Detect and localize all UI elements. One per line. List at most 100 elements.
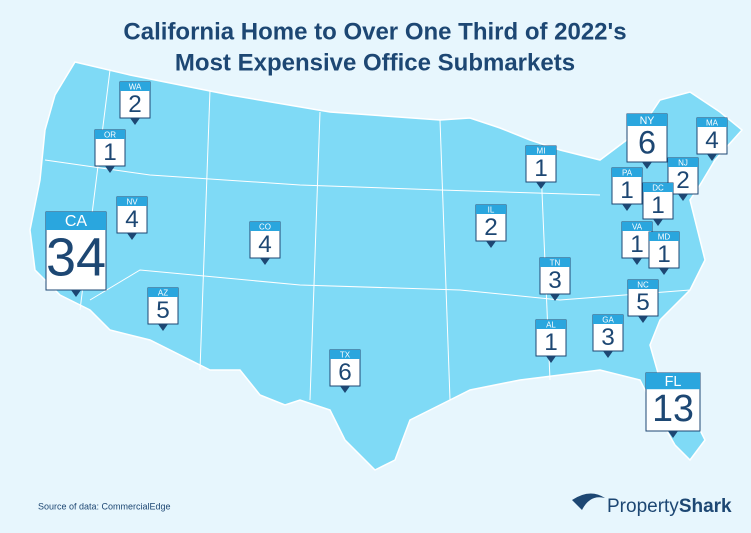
count-label: 2 [128,91,142,118]
count-label: 4 [705,127,719,154]
marker-pointer [653,219,663,226]
marker: GA3 [592,314,624,358]
brand-second: Shark [679,496,732,517]
marker-pointer [642,162,652,169]
state-label: CO [259,223,271,232]
us-map [29,61,744,471]
marker-strip [536,320,566,329]
count-label: 34 [46,227,106,287]
marker-pointer [158,324,168,331]
marker-strip [250,222,280,231]
marker-strip [476,205,506,214]
count-label: 4 [125,206,139,233]
state-label: MI [537,147,546,156]
count-label: 1 [651,192,665,219]
count-label: 2 [676,167,690,194]
marker: VA1 [621,221,653,265]
brand-logo: PropertyShark [572,493,732,517]
count-label: 1 [620,177,634,204]
state-label: FL [665,374,682,390]
count-label: 13 [652,387,694,429]
marker-pointer [603,351,613,358]
count-label: 6 [638,125,656,161]
marker: MI1 [525,145,557,189]
state-label: PA [622,169,633,178]
state-label: TX [340,351,351,360]
state-label: AZ [158,289,168,298]
marker-strip [593,315,623,324]
marker: CO4 [249,221,281,265]
marker-pointer [105,166,115,173]
marker-pointer [546,356,556,363]
title: Most Expensive Office Submarkets [175,49,575,76]
count-label: 2 [484,214,498,241]
state-label: NJ [678,159,688,168]
marker: IL2 [475,204,507,248]
marker-strip [117,197,147,206]
marker-pointer [632,258,642,265]
count-label: 4 [258,231,272,258]
marker-strip [628,280,658,289]
marker-pointer [536,182,546,189]
count-label: 6 [338,359,352,386]
marker-strip [46,212,106,230]
marker-pointer [678,194,688,201]
state-label: OR [104,131,116,140]
marker-strip [643,183,673,192]
state-label: DC [652,184,664,193]
marker: TX6 [329,349,361,393]
state-label: MA [706,119,719,128]
state-label: IL [488,206,495,215]
marker-strip [120,82,150,91]
state-label: NC [637,281,649,290]
marker-pointer [340,386,350,393]
state-label: TN [550,259,561,268]
marker: DC1 [642,182,674,226]
count-label: 3 [548,267,562,294]
marker-pointer [622,204,632,211]
markers: WA2OR1NV4CA34CO4AZ5TX6IL2MI1TN3AL1GA3NY6… [45,81,728,438]
marker-strip [646,373,700,390]
state-label: NV [126,198,138,207]
marker-strip [330,350,360,359]
count-label: 1 [657,241,671,268]
marker-strip [627,114,667,126]
marker-pointer [130,118,140,125]
title: California Home to Over One Third of 202… [123,18,626,45]
marker-strip [95,130,125,139]
state-label: VA [632,223,643,232]
marker-pointer [668,431,678,438]
count-label: 1 [534,155,548,182]
count-label: 1 [103,139,117,166]
marker-pointer [127,233,137,240]
marker-strip [148,288,178,297]
marker-strip [649,232,679,241]
marker-strip [540,258,570,267]
count-label: 5 [636,289,650,316]
marker-pointer [707,154,717,161]
marker-strip [697,118,727,127]
marker-pointer [638,316,648,323]
marker-pointer [260,258,270,265]
marker-pointer [71,290,81,297]
marker: MA4 [696,117,728,161]
logo-icon [572,493,605,510]
state-label: GA [602,316,614,325]
marker: NC5 [627,279,659,323]
marker: AL1 [535,319,567,363]
marker: TN3 [539,257,571,301]
marker: MD1 [648,231,680,275]
marker-strip [612,168,642,177]
marker: WA2 [119,81,151,125]
count-label: 5 [156,297,170,324]
marker-pointer [486,241,496,248]
brand: PropertyShark [607,496,732,517]
state-label: CA [65,213,88,230]
count-label: 1 [630,231,644,258]
count-label: 3 [601,324,615,351]
state-label: AL [546,321,556,330]
marker-strip [668,158,698,167]
